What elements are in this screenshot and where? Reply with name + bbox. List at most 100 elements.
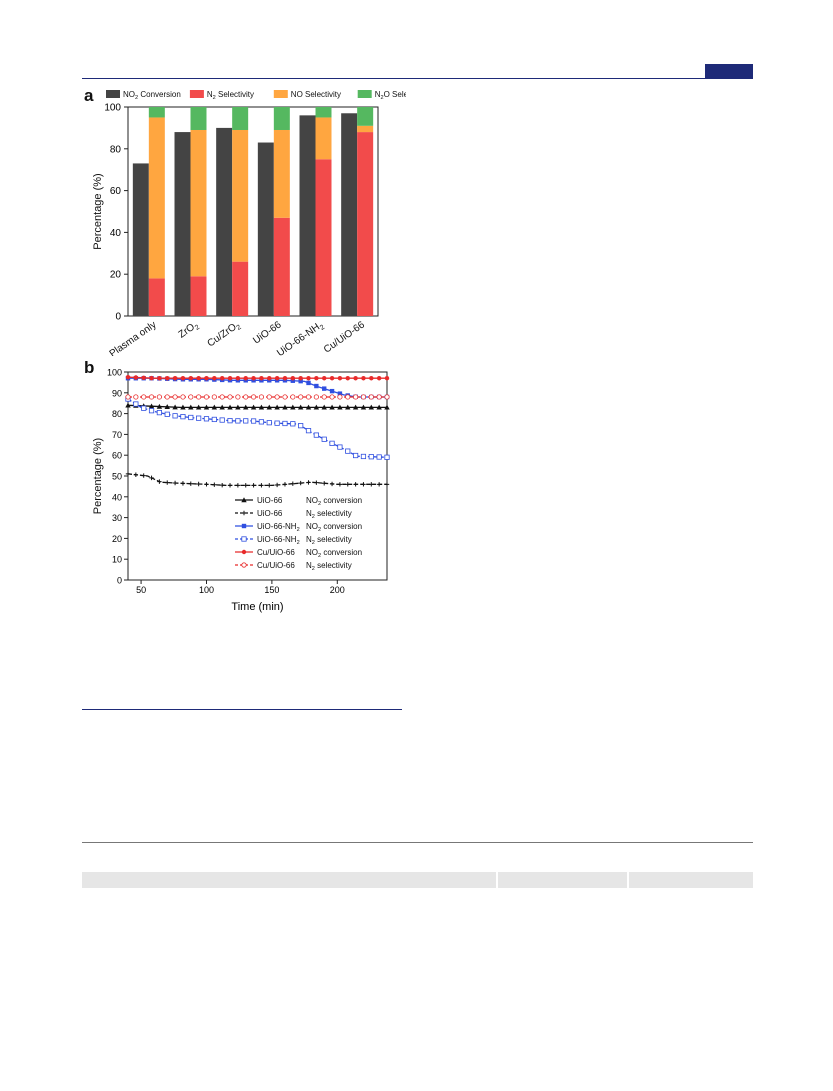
data-point-uio-66-n2-selectivity bbox=[196, 481, 201, 487]
data-point-uio-66-no2-conversion bbox=[345, 404, 351, 410]
bar-no2-conversion bbox=[257, 142, 274, 316]
data-point-uio-66-n2-selectivity bbox=[337, 482, 343, 487]
data-point-uio-66-nh2-n2-selectivity bbox=[258, 419, 265, 425]
data-point-cu-uio-66-no2-conversion bbox=[369, 376, 374, 381]
y-tick-label: 40 bbox=[110, 228, 122, 239]
data-point-uio-66-no2-conversion bbox=[164, 404, 170, 410]
legend-metric: N2 selectivity bbox=[306, 509, 352, 520]
data-point-cu-uio-66-n2-selectivity bbox=[180, 394, 186, 400]
chart-b-line: 0 10 20 30 40 50 60 70 80 90 100 50 100 150 200 Time (m… bbox=[92, 368, 390, 613]
data-point-uio-66-no2-conversion bbox=[337, 404, 343, 410]
legend-marker bbox=[241, 497, 247, 503]
y-axis-label: Percentage (%) bbox=[92, 173, 104, 249]
bar-no-selectivity bbox=[190, 129, 207, 277]
legend-metric: NO2 conversion bbox=[306, 522, 362, 533]
data-point-cu-uio-66-no2-conversion bbox=[267, 376, 272, 381]
data-point-uio-66-nh2-n2-selectivity bbox=[305, 428, 312, 434]
y-tick-label: 0 bbox=[115, 312, 121, 323]
data-point-uio-66-no2-conversion bbox=[360, 404, 367, 410]
bar-n2-selectivity bbox=[232, 261, 249, 316]
data-point-uio-66-n2-selectivity bbox=[141, 473, 146, 478]
data-point-uio-66-nh2-n2-selectivity bbox=[266, 420, 272, 426]
data-point-cu-uio-66-n2-selectivity bbox=[196, 394, 202, 400]
data-point-uio-66-nh2-n2-selectivity bbox=[290, 421, 296, 427]
data-point-uio-66-no2-conversion bbox=[203, 404, 210, 410]
data-point-cu-uio-66-no2-conversion bbox=[196, 376, 201, 381]
data-point-cu-uio-66-no2-conversion bbox=[290, 376, 296, 381]
data-point-cu-uio-66-n2-selectivity bbox=[321, 394, 327, 400]
data-point-cu-uio-66-no2-conversion bbox=[322, 376, 327, 381]
data-point-uio-66-no2-conversion bbox=[266, 404, 272, 410]
bar-no-selectivity bbox=[232, 129, 249, 262]
bar-n2-selectivity bbox=[190, 276, 207, 316]
data-point-cu-uio-66-n2-selectivity bbox=[172, 394, 178, 400]
data-point-uio-66-n2-selectivity bbox=[133, 472, 139, 477]
data-point-uio-66-n2-selectivity bbox=[227, 483, 233, 488]
bar-no-selectivity bbox=[357, 125, 374, 133]
data-point-uio-66-nh2-n2-selectivity bbox=[313, 432, 319, 438]
legend-marker bbox=[241, 536, 247, 542]
data-point-cu-uio-66-n2-selectivity bbox=[235, 394, 241, 400]
data-point-uio-66-n2-selectivity bbox=[188, 481, 193, 486]
legend-label: NO Selectivity bbox=[291, 90, 341, 99]
data-point-uio-66-nh2-no2-conversion bbox=[322, 386, 327, 391]
data-point-uio-66-nh2-n2-selectivity bbox=[156, 410, 162, 416]
data-point-uio-66-nh2-n2-selectivity bbox=[384, 454, 390, 460]
data-point-cu-uio-66-no2-conversion bbox=[259, 376, 264, 381]
data-point-cu-uio-66-no2-conversion bbox=[353, 376, 358, 381]
data-point-uio-66-nh2-n2-selectivity bbox=[376, 454, 382, 460]
data-point-uio-66-nh2-n2-selectivity bbox=[148, 408, 155, 414]
bar-no2-conversion bbox=[216, 127, 233, 317]
data-point-uio-66-n2-selectivity bbox=[353, 482, 358, 487]
data-point-uio-66-nh2-n2-selectivity bbox=[188, 414, 194, 421]
data-point-uio-66-nh2-no2-conversion bbox=[290, 378, 296, 383]
data-point-cu-uio-66-n2-selectivity bbox=[141, 394, 147, 400]
data-point-uio-66-nh2-n2-selectivity bbox=[298, 423, 304, 429]
data-point-uio-66-n2-selectivity bbox=[274, 482, 280, 488]
data-point-uio-66-nh2-n2-selectivity bbox=[133, 401, 139, 407]
data-point-uio-66-nh2-n2-selectivity bbox=[180, 414, 186, 420]
data-point-uio-66-n2-selectivity bbox=[204, 482, 209, 487]
data-point-uio-66-nh2-n2-selectivity bbox=[368, 454, 374, 460]
data-point-uio-66-no2-conversion bbox=[274, 404, 280, 410]
band-separator bbox=[627, 872, 629, 888]
data-point-cu-uio-66-n2-selectivity bbox=[203, 394, 210, 400]
x-axis-label: Time (min) bbox=[231, 601, 283, 613]
bar-n2o-selectivity bbox=[190, 107, 207, 130]
data-point-uio-66-n2-selectivity bbox=[384, 482, 390, 487]
data-point-cu-uio-66-no2-conversion bbox=[337, 376, 343, 381]
y-tick-label: 80 bbox=[112, 409, 122, 419]
data-point-cu-uio-66-no2-conversion bbox=[227, 376, 233, 381]
legend-label: NO2 Conversion bbox=[123, 90, 181, 101]
chart-a-stacked-bar: 0 20 40 60 80 100 Percentage (%) Plasma only ZrO… bbox=[92, 90, 406, 356]
data-point-cu-uio-66-n2-selectivity bbox=[313, 394, 319, 400]
data-point-cu-uio-66-no2-conversion bbox=[165, 376, 170, 381]
legend-metric: N2 selectivity bbox=[306, 561, 352, 572]
data-point-uio-66-n2-selectivity bbox=[369, 482, 374, 487]
legend-metric: NO2 conversion bbox=[306, 496, 362, 507]
data-point-uio-66-n2-selectivity bbox=[180, 481, 186, 486]
series-line-uio-66-no2-conversion bbox=[127, 404, 387, 409]
data-point-cu-uio-66-no2-conversion bbox=[314, 376, 319, 381]
data-point-uio-66-no2-conversion bbox=[376, 404, 382, 410]
band-separator bbox=[496, 872, 498, 888]
data-point-uio-66-n2-selectivity bbox=[157, 479, 162, 484]
data-point-cu-uio-66-no2-conversion bbox=[204, 376, 209, 381]
data-point-uio-66-n2-selectivity bbox=[329, 481, 335, 487]
y-tick-label: 70 bbox=[112, 430, 122, 440]
y-tick-label: 80 bbox=[110, 144, 122, 155]
data-point-uio-66-n2-selectivity bbox=[267, 483, 272, 488]
data-point-uio-66-nh2-n2-selectivity bbox=[172, 413, 178, 419]
bar-n2o-selectivity bbox=[273, 107, 290, 130]
data-point-uio-66-nh2-n2-selectivity bbox=[203, 416, 210, 422]
bar-n2-selectivity bbox=[357, 132, 374, 316]
y-tick-label: 50 bbox=[112, 472, 122, 482]
data-point-uio-66-n2-selectivity bbox=[322, 481, 327, 486]
data-point-cu-uio-66-no2-conversion bbox=[141, 375, 146, 381]
data-point-uio-66-nh2-n2-selectivity bbox=[353, 452, 359, 459]
data-point-uio-66-no2-conversion bbox=[243, 404, 249, 410]
legend-series-name: UiO-66-NH2 bbox=[257, 535, 300, 546]
data-point-uio-66-nh2-n2-selectivity bbox=[196, 415, 202, 421]
data-point-cu-uio-66-no2-conversion bbox=[219, 376, 225, 381]
data-point-cu-uio-66-no2-conversion bbox=[172, 376, 178, 381]
